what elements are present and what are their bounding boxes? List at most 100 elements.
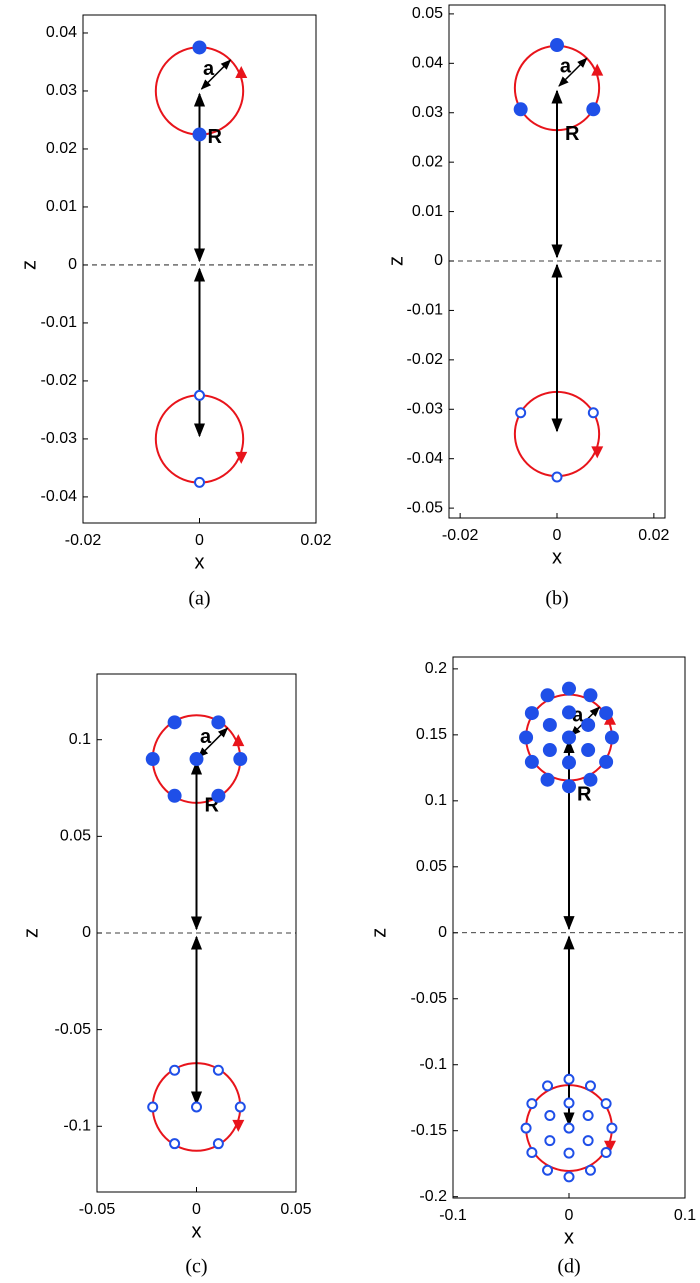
y-tick-label: -0.04 <box>407 450 444 467</box>
y-tick-label: 0 <box>82 924 91 941</box>
point <box>562 730 576 745</box>
point <box>211 788 226 803</box>
x-tick-label: -0.1 <box>439 1207 467 1224</box>
y-tick-label: -0.01 <box>407 302 444 319</box>
y-tick-label: 0.03 <box>412 104 443 121</box>
point <box>542 717 557 732</box>
point <box>212 1064 224 1076</box>
direction-arrow <box>232 734 245 747</box>
y-axis-label: z <box>18 260 40 270</box>
point <box>233 752 248 767</box>
direction-arrow <box>591 63 604 76</box>
x-tick-label: 0.1 <box>674 1207 696 1224</box>
point <box>234 1101 246 1113</box>
point <box>586 102 601 117</box>
y-tick-label: -0.2 <box>419 1188 447 1205</box>
point <box>583 772 598 787</box>
x-axis-label: x <box>192 1220 202 1242</box>
annotation: R <box>565 123 580 145</box>
y-tick-label: -0.1 <box>419 1056 447 1073</box>
y-tick-label: 0.02 <box>46 140 77 157</box>
point <box>581 743 596 758</box>
annotation: a <box>560 55 572 77</box>
point <box>582 1135 594 1147</box>
x-tick-label: -0.05 <box>79 1201 116 1218</box>
y-tick-label: 0.01 <box>46 198 77 215</box>
point <box>212 1138 224 1150</box>
point <box>169 1138 181 1150</box>
y-tick-label: -0.15 <box>411 1122 448 1139</box>
point <box>584 1080 596 1092</box>
point <box>542 1164 554 1176</box>
point <box>192 40 207 55</box>
a-arrow <box>200 59 232 90</box>
x-tick-label: -0.02 <box>442 527 479 544</box>
y-tick-label: -0.03 <box>407 400 444 417</box>
point <box>169 1064 181 1076</box>
a-arrow <box>197 727 229 758</box>
caption: (a) <box>188 588 210 610</box>
annotation: R <box>208 126 223 148</box>
point <box>563 1171 575 1183</box>
point <box>604 730 619 745</box>
y-tick-label: 0 <box>68 256 77 273</box>
point <box>189 752 204 767</box>
point <box>563 1147 575 1159</box>
point <box>542 1080 554 1092</box>
point <box>540 772 555 787</box>
y-tick-label: 0.15 <box>416 726 447 743</box>
point <box>147 1101 159 1113</box>
point <box>542 743 557 758</box>
point <box>563 1073 575 1085</box>
point <box>600 1098 612 1110</box>
point <box>606 1122 618 1134</box>
point <box>524 706 539 721</box>
point <box>526 1146 538 1158</box>
x-tick-label: 0.05 <box>280 1201 311 1218</box>
x-axis-label: x <box>195 551 205 573</box>
annotation: R <box>577 783 592 805</box>
y-axis-label: z <box>20 928 42 938</box>
point <box>600 1146 612 1158</box>
point <box>562 705 576 720</box>
x-tick-label: 0 <box>192 1201 201 1218</box>
y-tick-label: -0.05 <box>407 499 444 516</box>
y-tick-label: 0 <box>434 252 443 269</box>
point <box>583 688 598 703</box>
point <box>167 715 182 730</box>
point <box>563 1122 575 1134</box>
a-arrow <box>558 57 588 87</box>
point <box>551 471 563 483</box>
point <box>513 102 528 117</box>
y-tick-label: 0 <box>438 924 447 941</box>
y-tick-label: 0.03 <box>46 82 77 99</box>
y-tick-label: -0.01 <box>41 314 78 331</box>
y-tick-label: -0.05 <box>55 1021 92 1038</box>
y-tick-label: -0.02 <box>41 372 78 389</box>
y-tick-label: 0.05 <box>412 5 443 22</box>
caption: (b) <box>545 588 568 610</box>
point <box>520 1122 532 1134</box>
y-tick-label: -0.04 <box>41 488 78 505</box>
y-tick-label: 0.01 <box>412 203 443 220</box>
point <box>211 715 226 730</box>
x-axis-label: x <box>564 1226 574 1248</box>
x-tick-label: 0 <box>195 532 204 549</box>
y-tick-label: 0.05 <box>416 858 447 875</box>
caption: (d) <box>557 1256 580 1278</box>
y-tick-label: 0.05 <box>60 828 91 845</box>
point <box>167 788 182 803</box>
point <box>145 752 160 767</box>
point <box>562 755 576 770</box>
y-tick-label: -0.02 <box>407 351 444 368</box>
point <box>515 407 527 419</box>
point <box>587 407 599 419</box>
point <box>599 706 614 721</box>
direction-arrow <box>604 1140 617 1153</box>
y-tick-label: 0.02 <box>412 153 443 170</box>
annotation: a <box>200 726 212 748</box>
point <box>526 1098 538 1110</box>
x-tick-label: -0.02 <box>65 532 102 549</box>
point <box>562 681 576 696</box>
